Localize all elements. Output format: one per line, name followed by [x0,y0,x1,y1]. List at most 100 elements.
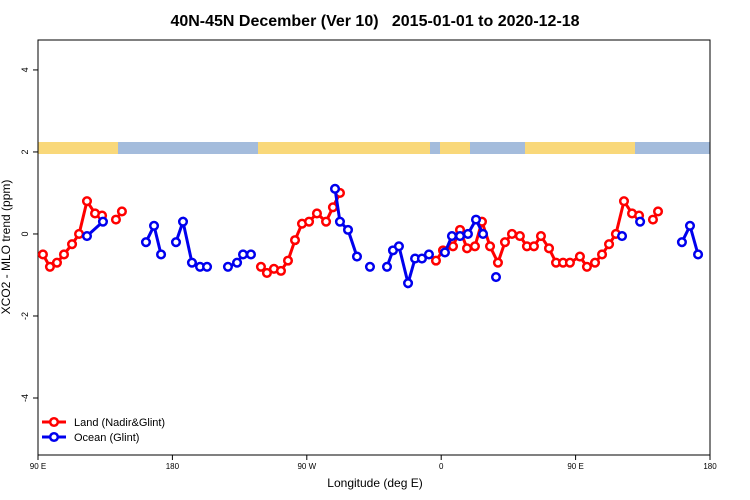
land-strip [38,142,118,154]
point [222,261,234,272]
chart-title: 40N-45N December (Ver 10) 2015-01-01 to … [170,13,579,30]
point [381,261,393,272]
point [327,202,338,213]
point [156,249,167,260]
point [289,235,301,246]
point [499,237,511,248]
point [676,237,687,248]
y-axis-label: XCO2 - MLO trend (ppm) [0,180,13,315]
point [364,261,376,272]
point [255,261,267,272]
y-tick-label: -4 [20,394,30,402]
point [237,249,249,260]
point [439,247,450,258]
point [693,249,704,260]
point [177,216,189,227]
x-tick-label: 90 W [297,462,316,471]
point [484,241,496,252]
point [652,206,664,217]
point [416,253,427,264]
point [303,216,315,227]
point [66,239,78,250]
point [186,257,198,268]
legend-marker [48,431,60,443]
point [423,249,435,260]
point [589,257,601,268]
y-tick-label: 4 [20,67,30,72]
point [447,241,459,252]
point [245,249,256,260]
point [462,228,473,240]
point [282,255,294,266]
series-line [85,188,700,290]
point [37,249,48,260]
point [454,230,466,242]
point [684,220,696,231]
point [618,196,630,207]
y-tick-label: 2 [20,149,30,154]
point [140,237,152,248]
land-strip [525,142,635,154]
point [201,261,213,272]
point [470,214,482,225]
point [616,230,628,242]
point [574,251,585,262]
point [148,220,160,231]
point [393,241,404,252]
point [635,216,646,227]
point [506,228,518,240]
point [604,239,615,250]
point [535,230,547,242]
land-strip [440,142,470,154]
point [44,261,55,272]
point [232,257,243,268]
point [81,230,93,242]
point [110,214,122,225]
point [74,228,85,240]
point [461,243,473,254]
land-strip [258,142,430,154]
point [596,249,608,260]
y-tick-label: -2 [20,312,30,320]
point [469,241,480,252]
point [334,216,346,227]
y-tick-label: 0 [20,231,30,236]
point [170,237,182,248]
point [492,257,503,268]
point [275,265,287,276]
point [514,230,525,242]
point [116,206,127,217]
x-tick-label: 180 [703,462,717,471]
point [351,251,363,262]
point [97,216,109,227]
point [477,228,489,240]
point [329,183,341,194]
x-tick-label: 90 E [567,462,583,471]
point [402,278,414,289]
point [647,214,659,225]
point [261,267,272,278]
point [342,224,354,235]
x-tick-label: 0 [439,462,444,471]
point [564,257,575,268]
x-axis-label: Longitude (deg E) [327,476,422,490]
point [528,241,539,252]
point [543,243,555,254]
point [321,216,332,227]
point [430,255,442,266]
x-tick-label: 180 [166,462,180,471]
x-tick-label: 90 E [30,462,46,471]
legend-label: Ocean (Glint) [74,432,139,444]
point [446,230,458,242]
point [81,196,93,207]
point [581,261,592,272]
point [311,208,323,219]
point [58,249,70,260]
surface-strip [38,142,710,154]
point [490,271,502,283]
point [51,257,63,268]
legend-marker [48,416,60,428]
legend-label: Land (Nadir&Glint) [74,417,165,429]
